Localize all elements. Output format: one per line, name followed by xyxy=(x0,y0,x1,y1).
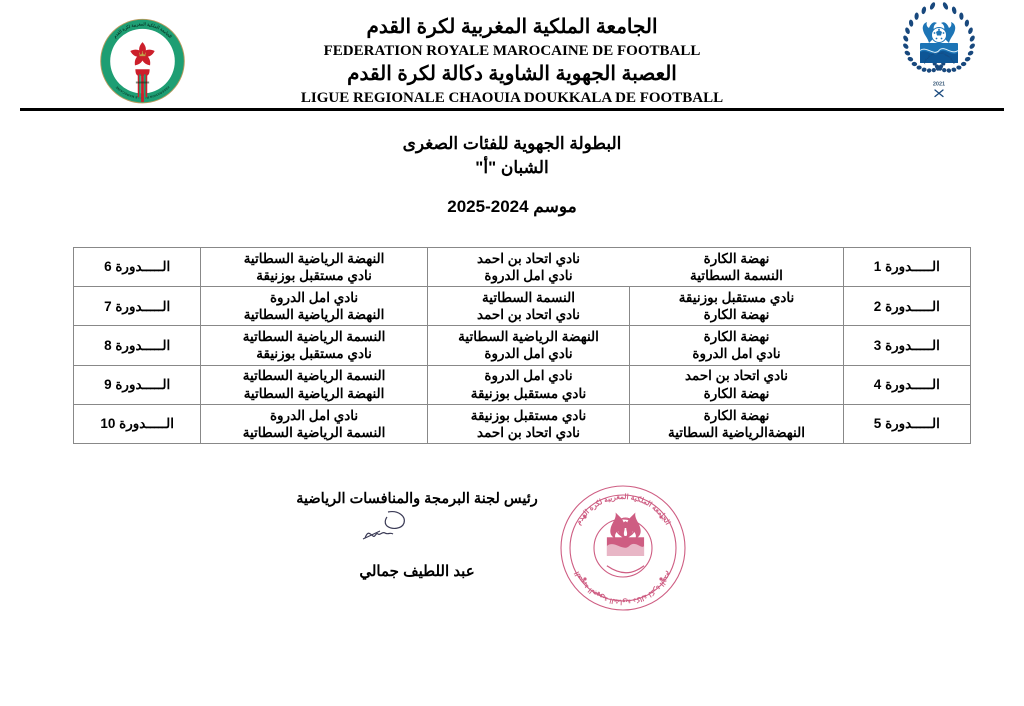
svg-text:2021: 2021 xyxy=(933,82,945,88)
svg-text:العصبة الجهوية الشاوية دكالة ل: العصبة الجهوية الشاوية دكالة لكرة القدم xyxy=(573,570,672,606)
